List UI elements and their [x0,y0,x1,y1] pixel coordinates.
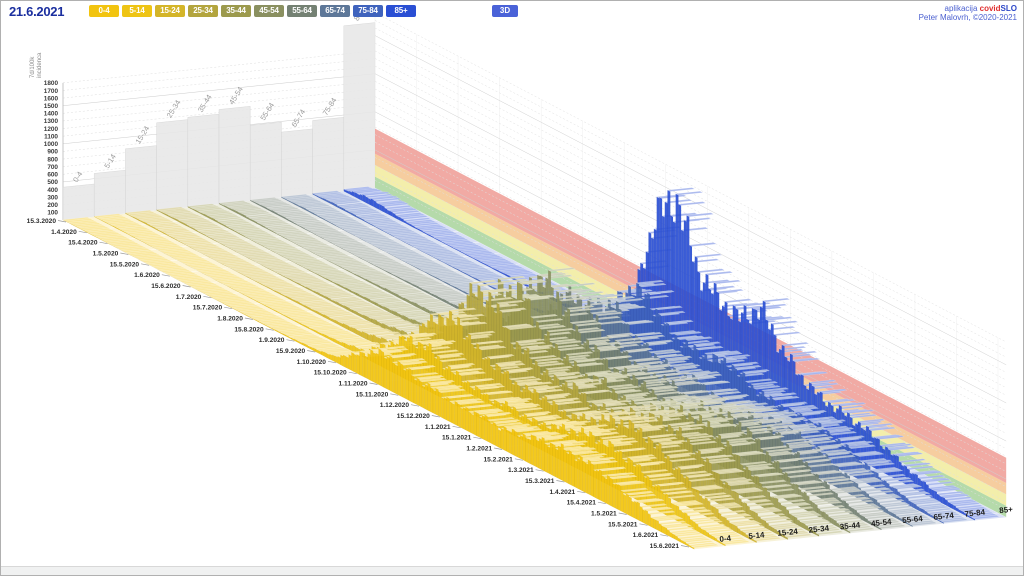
svg-text:1400: 1400 [44,111,59,118]
y-axis-labels: 1002003004005006007008009001000110012001… [30,52,58,217]
window-bottom-edge [1,566,1023,575]
svg-text:700: 700 [47,164,58,171]
svg-text:35-44: 35-44 [196,93,214,114]
svg-text:15.6.2021: 15.6.2021 [650,543,680,550]
ghost-bar-15-24 [125,145,157,214]
svg-text:900: 900 [47,149,58,156]
mode-3d-button[interactable]: 3D [492,5,518,17]
svg-text:15.4.2021: 15.4.2021 [567,500,597,507]
svg-text:5-14: 5-14 [748,530,765,541]
svg-text:75-84: 75-84 [321,96,339,117]
svg-text:200: 200 [47,202,58,209]
svg-text:1200: 1200 [44,126,59,133]
age-filter-button-35-44[interactable]: 35-44 [221,5,251,17]
svg-text:1.8.2020: 1.8.2020 [217,315,243,322]
ghost-bar-65-74 [281,128,313,198]
app-credit: aplikacija covidSLO Peter Malovrh, ©2020… [919,4,1017,22]
svg-text:85+: 85+ [999,505,1014,515]
svg-text:15.9.2020: 15.9.2020 [276,348,306,355]
svg-text:1.2.2021: 1.2.2021 [466,445,492,452]
svg-text:15.10.2020: 15.10.2020 [314,370,347,377]
svg-text:600: 600 [47,172,58,179]
svg-text:1700: 1700 [44,88,59,95]
ghost-bar-75-84 [312,117,344,195]
svg-text:15.2.2021: 15.2.2021 [484,456,514,463]
svg-text:15.5.2020: 15.5.2020 [110,261,140,268]
svg-text:65-74: 65-74 [290,108,308,129]
ghost-bar-25-34 [156,119,189,211]
age-filter-button-45-54[interactable]: 45-54 [254,5,284,17]
svg-text:1.4.2020: 1.4.2020 [51,229,77,236]
svg-text:15.12.2020: 15.12.2020 [397,413,430,420]
svg-text:1.1.2021: 1.1.2021 [425,424,451,431]
svg-text:1000: 1000 [44,141,59,148]
app-credit-line1: aplikacija covidSLO [944,4,1018,13]
ghost-bar-45-54 [218,106,251,205]
svg-text:800: 800 [47,156,58,163]
age-filter-button-15-24[interactable]: 15-24 [155,5,185,17]
y-axis-title: 7d/100kincidenca [30,52,43,78]
age-filter-button-75-84[interactable]: 75-84 [353,5,383,17]
svg-text:15.4.2020: 15.4.2020 [68,240,98,247]
age-group-legend: 0-4 5-14 15-24 25-34 35-44 45-54 55-64 65-74 75-… [89,5,416,17]
age-filter-button-85+[interactable]: 85+ [386,5,416,17]
age-filter-button-5-14[interactable]: 5-14 [122,5,152,17]
ridge-0-4 [62,217,720,550]
age-filter-button-55-64[interactable]: 55-64 [287,5,317,17]
svg-text:1100: 1100 [44,133,58,140]
svg-text:55-64: 55-64 [258,101,276,122]
age-axis-labels: 0-4 5-14 15-24 25-34 35-44 45-54 55-64 65-74 75-… [719,505,1014,544]
date-axis-labels: 15.3.2020 1.4.2020 15.4.2020 1.5.2020 15.5.2… [27,218,690,550]
age-filter-button-65-74[interactable]: 65-74 [320,5,350,17]
svg-text:15.8.2020: 15.8.2020 [234,326,264,333]
svg-text:15.1.2021: 15.1.2021 [442,435,472,442]
ghost-bar-35-44 [187,113,220,208]
svg-text:15.3.2020: 15.3.2020 [27,218,57,225]
ridge-5-14 [93,213,751,547]
svg-text:15.3.2021: 15.3.2021 [525,478,555,485]
svg-text:1.3.2021: 1.3.2021 [508,467,534,474]
svg-text:1300: 1300 [44,118,59,125]
app-credit-line2: Peter Malovrh, ©2020-2021 [918,13,1017,22]
age-filter-button-0-4[interactable]: 0-4 [89,5,119,17]
svg-text:0-4: 0-4 [71,170,84,184]
ghost-bar-5-14 [93,169,126,218]
svg-text:1.10.2020: 1.10.2020 [297,359,327,366]
svg-text:1800: 1800 [44,80,59,87]
svg-text:1.5.2021: 1.5.2021 [591,510,617,517]
svg-text:1.5.2020: 1.5.2020 [93,250,119,257]
ghost-bar-85+ [343,22,376,192]
current-date-label: 21.6.2021 [9,4,65,19]
svg-text:15.7.2020: 15.7.2020 [193,305,223,312]
svg-text:500: 500 [47,179,58,186]
svg-text:1.7.2020: 1.7.2020 [176,294,202,301]
svg-text:1.9.2020: 1.9.2020 [259,337,285,344]
svg-text:15.5.2021: 15.5.2021 [608,521,638,528]
svg-text:1.4.2021: 1.4.2021 [550,489,576,496]
back-wall-grid [62,50,376,220]
svg-text:1600: 1600 [44,95,59,102]
svg-text:1.12.2020: 1.12.2020 [380,402,410,409]
svg-text:300: 300 [47,194,58,201]
svg-text:1.6.2021: 1.6.2021 [633,532,659,539]
svg-text:1500: 1500 [44,103,59,110]
svg-text:400: 400 [47,187,58,194]
age-filter-button-25-34[interactable]: 25-34 [188,5,218,17]
svg-text:15.6.2020: 15.6.2020 [151,283,181,290]
svg-text:1.11.2020: 1.11.2020 [339,380,368,387]
svg-text:100: 100 [47,210,58,217]
svg-text:15.11.2020: 15.11.2020 [356,391,389,398]
ghost-bar-0-4 [62,183,95,221]
svg-text:45-54: 45-54 [227,85,245,106]
ghost-bar-55-64 [249,121,282,202]
svg-text:1.6.2020: 1.6.2020 [134,272,160,279]
svg-text:0-4: 0-4 [719,534,732,544]
